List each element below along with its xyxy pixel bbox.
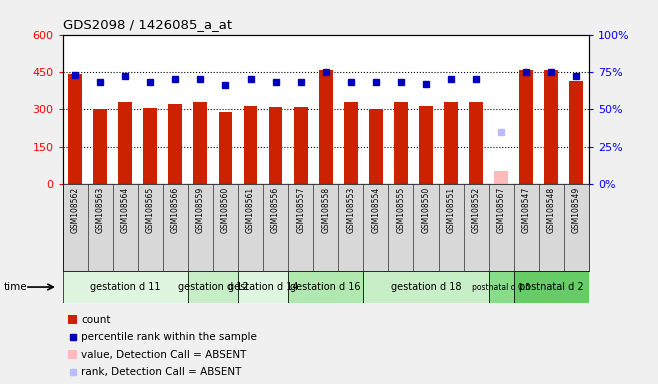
Text: gestation d 11: gestation d 11 [90, 282, 161, 292]
Bar [193, 102, 207, 184]
Bar [68, 74, 82, 184]
Text: GSM108549: GSM108549 [572, 187, 581, 233]
Text: GDS2098 / 1426085_a_at: GDS2098 / 1426085_a_at [63, 18, 232, 31]
Text: GSM108556: GSM108556 [271, 187, 280, 233]
Text: GSM108565: GSM108565 [145, 187, 155, 233]
Bar [394, 102, 408, 184]
Text: gestation d 12: gestation d 12 [178, 282, 248, 292]
Bar [68, 315, 77, 324]
Text: gestation d 18: gestation d 18 [391, 282, 461, 292]
Bar [319, 70, 332, 184]
Text: GSM108559: GSM108559 [196, 187, 205, 233]
Bar [544, 70, 558, 184]
Bar [63, 271, 188, 303]
Bar [363, 271, 489, 303]
Bar [118, 102, 132, 184]
Bar [569, 81, 583, 184]
Text: GSM108564: GSM108564 [120, 187, 130, 233]
Text: GSM108567: GSM108567 [497, 187, 506, 233]
Text: gestation d 16: gestation d 16 [290, 282, 361, 292]
Bar [494, 170, 508, 184]
Text: GSM108561: GSM108561 [246, 187, 255, 233]
Bar [344, 102, 358, 184]
Text: GSM108555: GSM108555 [396, 187, 405, 233]
Bar [218, 112, 232, 184]
Text: postnatal d 2: postnatal d 2 [519, 282, 584, 292]
Text: GSM108548: GSM108548 [547, 187, 556, 233]
Bar [168, 104, 182, 184]
Text: GSM108562: GSM108562 [70, 187, 80, 233]
Bar [419, 106, 433, 184]
Text: postnatal d 0.5: postnatal d 0.5 [472, 283, 530, 291]
Bar [288, 271, 363, 303]
Text: GSM108551: GSM108551 [447, 187, 455, 233]
Text: GSM108563: GSM108563 [95, 187, 105, 233]
Text: GSM108558: GSM108558 [321, 187, 330, 233]
Bar [293, 107, 307, 184]
Bar [268, 108, 282, 184]
Bar [469, 102, 483, 184]
Bar [444, 102, 458, 184]
Text: GSM108552: GSM108552 [472, 187, 480, 233]
Bar [489, 271, 514, 303]
Bar [369, 109, 383, 184]
Bar [68, 351, 77, 359]
Bar [243, 106, 257, 184]
Text: GSM108554: GSM108554 [371, 187, 380, 233]
Text: GSM108547: GSM108547 [522, 187, 531, 233]
Text: GSM108557: GSM108557 [296, 187, 305, 233]
Text: gestation d 14: gestation d 14 [228, 282, 298, 292]
Text: time: time [3, 282, 27, 292]
Text: GSM108553: GSM108553 [346, 187, 355, 233]
Text: percentile rank within the sample: percentile rank within the sample [82, 332, 257, 342]
Text: value, Detection Call = ABSENT: value, Detection Call = ABSENT [82, 350, 247, 360]
Text: GSM108560: GSM108560 [221, 187, 230, 233]
Bar [93, 109, 107, 184]
Text: rank, Detection Call = ABSENT: rank, Detection Call = ABSENT [82, 367, 242, 377]
Text: count: count [82, 315, 111, 325]
Bar [514, 271, 589, 303]
Bar [188, 271, 238, 303]
Bar [143, 108, 157, 184]
Text: GSM108550: GSM108550 [422, 187, 430, 233]
Bar [238, 271, 288, 303]
Bar [519, 70, 533, 184]
Text: GSM108566: GSM108566 [171, 187, 180, 233]
